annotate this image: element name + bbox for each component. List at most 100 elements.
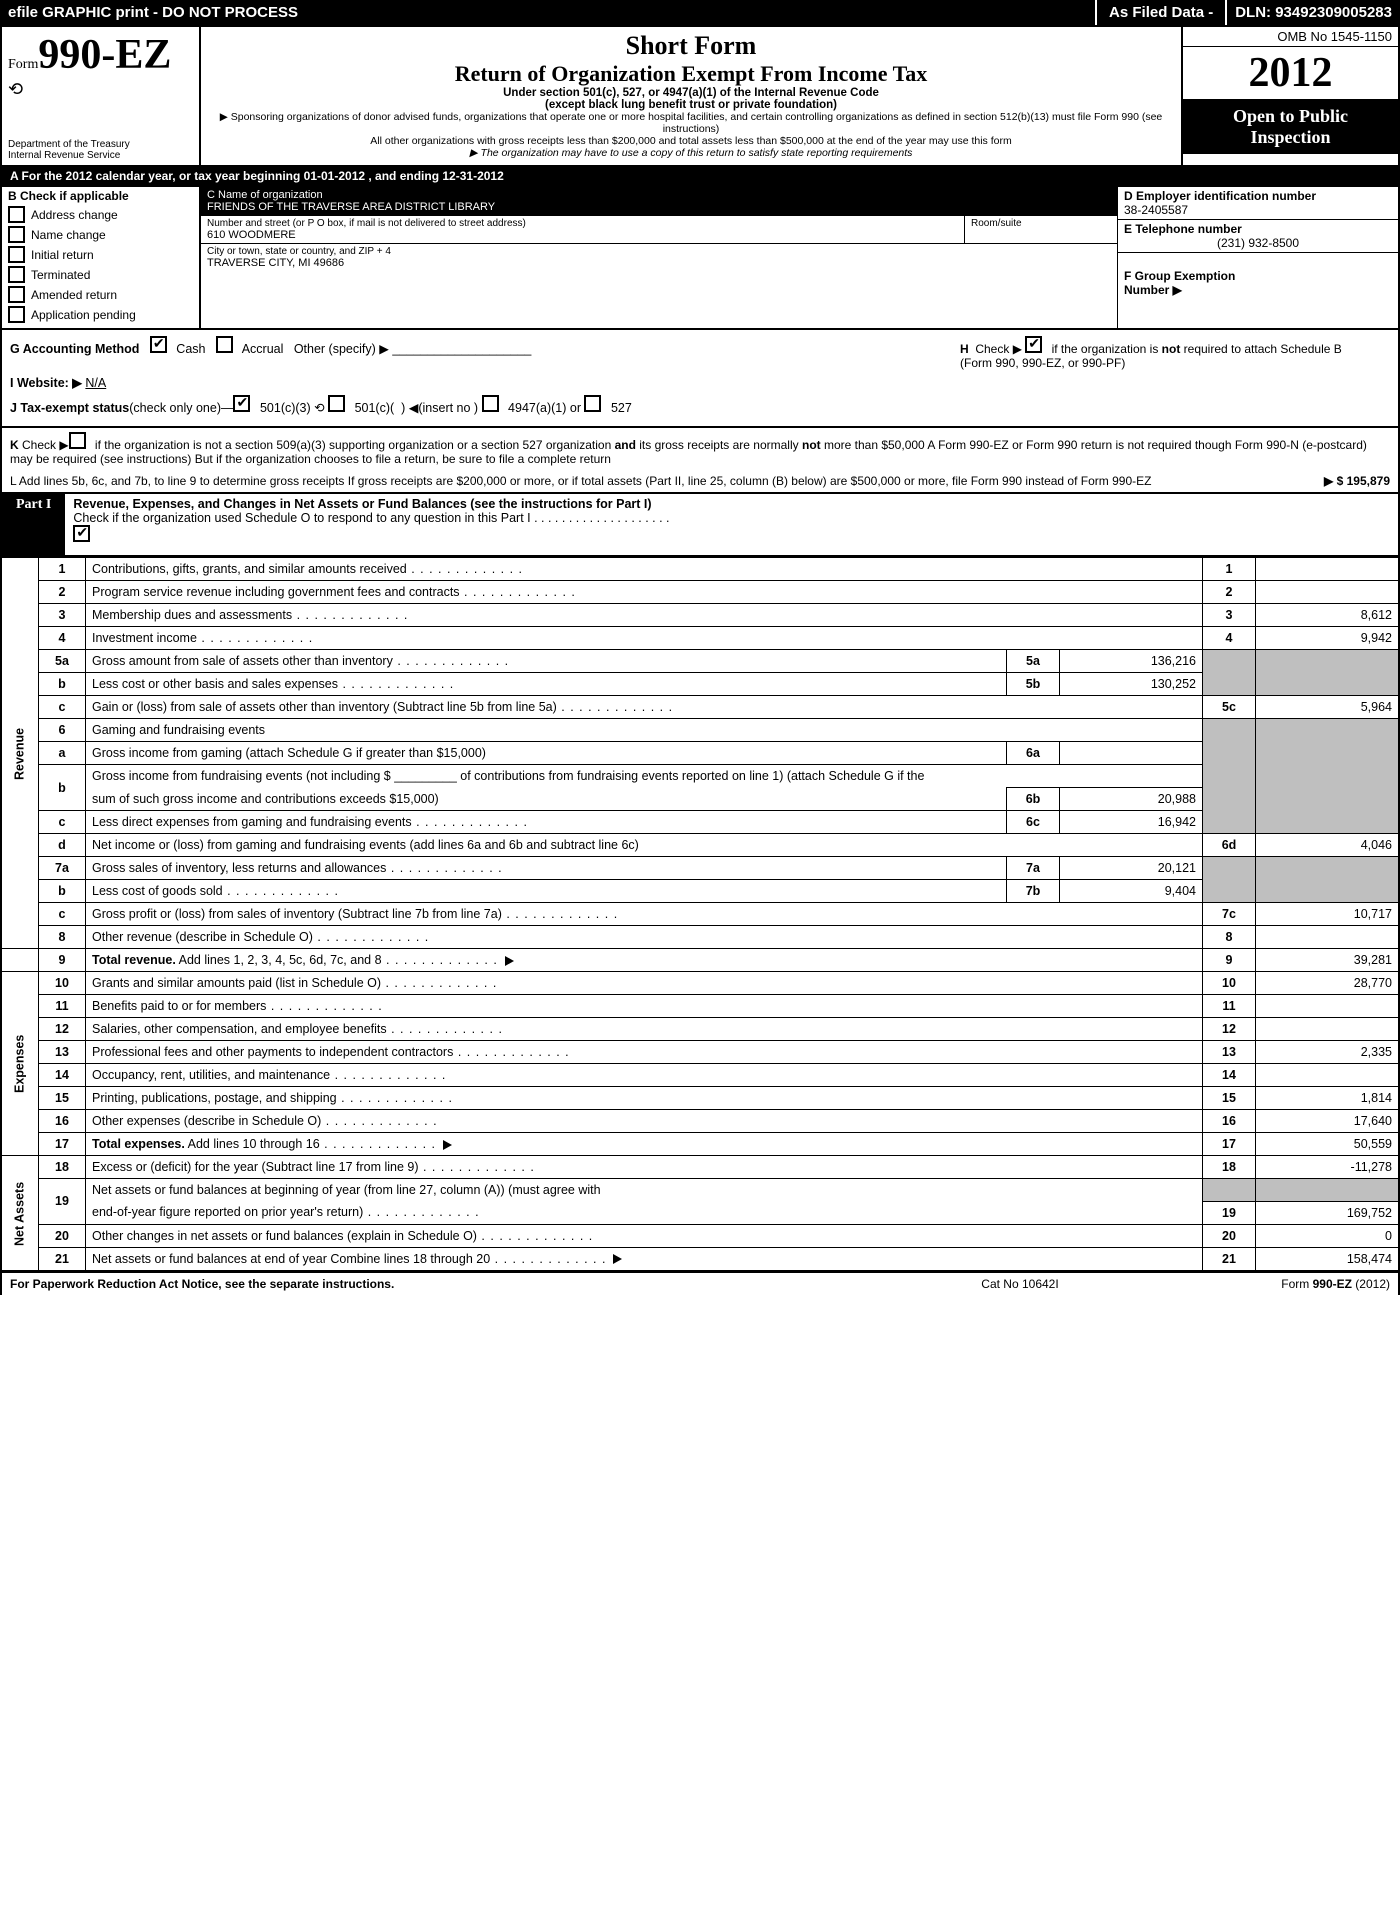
line-num: 20 — [39, 1224, 86, 1247]
part-1-title: Revenue, Expenses, and Changes in Net As… — [73, 497, 651, 511]
sub-num: 5a — [1007, 650, 1060, 673]
line-amt — [1256, 581, 1400, 604]
cb-501c3[interactable] — [233, 395, 250, 412]
line-desc: Less direct expenses from gaming and fun… — [92, 815, 412, 829]
d-label: D Employer identification number — [1124, 189, 1392, 203]
cb-amended[interactable] — [8, 286, 25, 303]
line-desc: Gross income from gaming (attach Schedul… — [92, 746, 486, 760]
line-amt: 0 — [1256, 1224, 1400, 1247]
arrow-icon — [613, 1254, 622, 1264]
line-amt — [1256, 558, 1400, 581]
addr-label: Number and street (or P O box, if mail i… — [207, 218, 958, 229]
line-num: 3 — [39, 604, 86, 627]
cb-name-change[interactable] — [8, 226, 25, 243]
lbl-initial-return: Initial return — [31, 248, 94, 262]
cb-527[interactable] — [584, 395, 601, 412]
lbl-accrual: Accrual — [242, 342, 284, 356]
line-num: 6 — [39, 719, 86, 742]
line-num: 11 — [39, 995, 86, 1018]
line-desc: Net income or (loss) from gaming and fun… — [86, 834, 1203, 857]
cb-4947[interactable] — [482, 395, 499, 412]
line-desc: Net assets or fund balances at end of ye… — [92, 1252, 490, 1266]
line-num: 14 — [39, 1064, 86, 1087]
section-c: C Name of organization FRIENDS OF THE TR… — [199, 187, 1117, 328]
line-amt: 1,814 — [1256, 1087, 1400, 1110]
line-ref: 8 — [1203, 926, 1256, 949]
section-k: K Check ▶ if the organization is not a s… — [0, 428, 1400, 470]
line-num: 4 — [39, 627, 86, 650]
cb-initial-return[interactable] — [8, 246, 25, 263]
line-desc: sum of such gross income and contributio… — [86, 788, 1007, 811]
header-center: Short Form Return of Organization Exempt… — [201, 27, 1181, 165]
b-heading: B Check if applicable — [8, 189, 193, 203]
org-name: FRIENDS OF THE TRAVERSE AREA DISTRICT LI… — [207, 201, 1111, 213]
section-b-checks: B Check if applicable Address change Nam… — [2, 187, 199, 328]
cb-pending[interactable] — [8, 306, 25, 323]
line-desc: Gross amount from sale of assets other t… — [92, 654, 393, 668]
line-ref: 3 — [1203, 604, 1256, 627]
line-desc: Membership dues and assessments — [92, 608, 292, 622]
line-amt — [1256, 1064, 1400, 1087]
cb-terminated[interactable] — [8, 266, 25, 283]
lbl-name-change: Name change — [31, 228, 106, 242]
lbl-amended: Amended return — [31, 288, 117, 302]
line-amt: 5,964 — [1256, 696, 1400, 719]
cb-501c[interactable] — [328, 395, 345, 412]
l-text: L Add lines 5b, 6c, and 7b, to line 9 to… — [10, 474, 1230, 488]
line-num: 19 — [39, 1179, 86, 1225]
cb-cash[interactable] — [150, 336, 167, 353]
line-ref: 9 — [1203, 949, 1256, 972]
line-num: 18 — [39, 1156, 86, 1179]
line-desc: Grants and similar amounts paid (list in… — [92, 976, 381, 990]
part-1-sub: Check if the organization used Schedule … — [73, 511, 669, 525]
cb-h[interactable] — [1025, 336, 1042, 353]
cb-k[interactable] — [69, 432, 86, 449]
part-1-table: Revenue 1 Contributions, gifts, grants, … — [0, 557, 1400, 1272]
lbl-cash: Cash — [176, 342, 205, 356]
cat-revenue: Revenue — [1, 558, 39, 949]
line-ref: 10 — [1203, 972, 1256, 995]
return-title: Return of Organization Exempt From Incom… — [211, 61, 1171, 87]
line-num: a — [39, 742, 86, 765]
line-num: 10 — [39, 972, 86, 995]
sub-val: 136,216 — [1060, 650, 1203, 673]
website-value: N/A — [85, 376, 106, 390]
line-desc: Professional fees and other payments to … — [92, 1045, 453, 1059]
line-amt: 50,559 — [1256, 1133, 1400, 1156]
dept-label: Department of the Treasury Internal Reve… — [8, 139, 130, 161]
line-desc: Printing, publications, postage, and shi… — [92, 1091, 337, 1105]
line-desc: Net assets or fund balances at beginning… — [86, 1179, 1203, 1202]
open-to-public: Open to Public Inspection — [1183, 100, 1398, 154]
cat-no: Cat No 10642I — [870, 1277, 1170, 1291]
sub-num: 5b — [1007, 673, 1060, 696]
line-num: 7a — [39, 857, 86, 880]
line-ref: 19 — [1203, 1201, 1256, 1224]
form-prefix: Form — [8, 57, 38, 72]
section-def: D Employer identification number 38-2405… — [1117, 187, 1398, 328]
line-ref: 4 — [1203, 627, 1256, 650]
tax-year: 2012 — [1183, 47, 1398, 100]
line-num: d — [39, 834, 86, 857]
line-amt: 8,612 — [1256, 604, 1400, 627]
cb-schedule-o[interactable] — [73, 525, 90, 542]
form-header: Form990-EZ ⟲ Department of the Treasury … — [0, 25, 1400, 167]
topbar-left: efile GRAPHIC print - DO NOT PROCESS — [0, 0, 1095, 25]
line-num: 2 — [39, 581, 86, 604]
paperwork-notice: For Paperwork Reduction Act Notice, see … — [10, 1277, 870, 1291]
line-amt — [1256, 926, 1400, 949]
header-left: Form990-EZ ⟲ Department of the Treasury … — [2, 27, 201, 165]
form-number: 990-EZ — [38, 32, 171, 78]
line-amt: 4,046 — [1256, 834, 1400, 857]
line-num: 8 — [39, 926, 86, 949]
sponsor-note: ▶ Sponsoring organizations of donor advi… — [211, 111, 1171, 147]
cb-address-change[interactable] — [8, 206, 25, 223]
cb-accrual[interactable] — [216, 336, 233, 353]
cat-expenses: Expenses — [1, 972, 39, 1156]
sub-val: 20,121 — [1060, 857, 1203, 880]
page-footer: For Paperwork Reduction Act Notice, see … — [0, 1272, 1400, 1295]
form-ref: Form 990-EZ (2012) — [1170, 1277, 1390, 1291]
row-a-dates: A For the 2012 calendar year, or tax yea… — [0, 167, 1400, 187]
top-bar: efile GRAPHIC print - DO NOT PROCESS As … — [0, 0, 1400, 25]
section-l: L Add lines 5b, 6c, and 7b, to line 9 to… — [0, 470, 1400, 492]
line-ref: 11 — [1203, 995, 1256, 1018]
